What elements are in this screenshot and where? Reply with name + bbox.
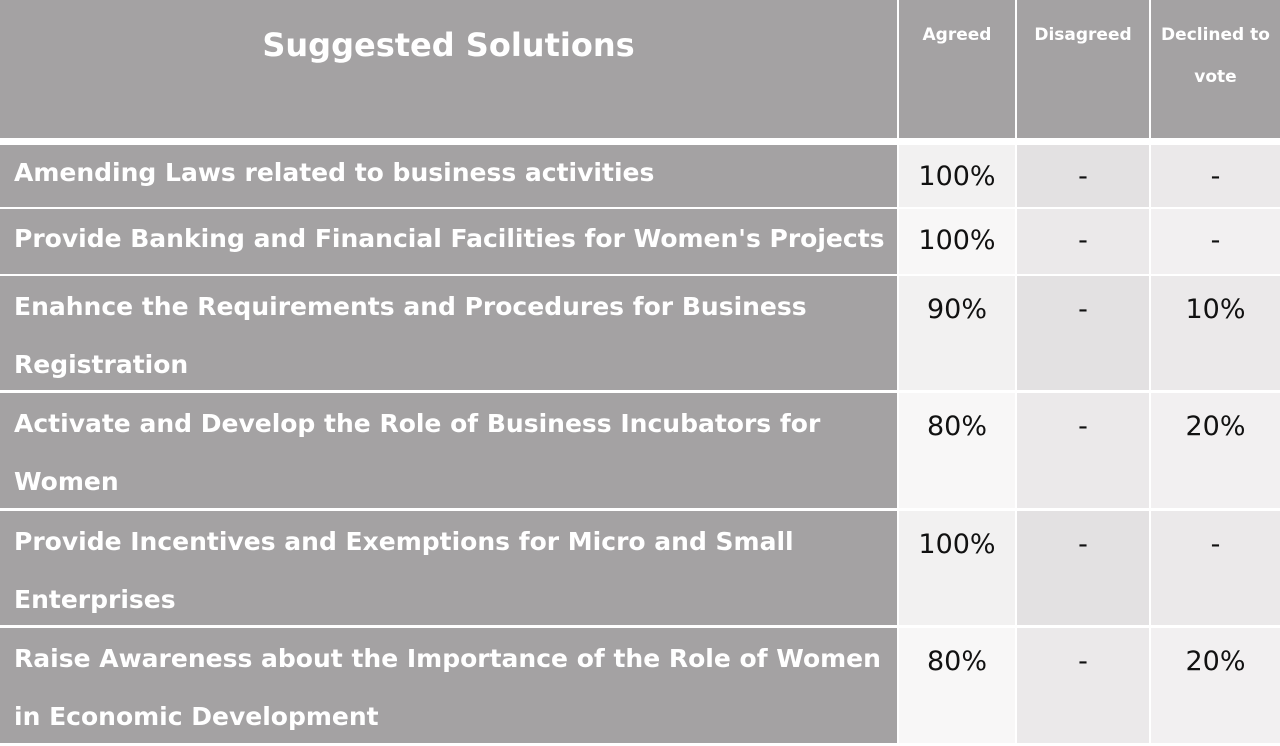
row-label: Provide Incentives and Exemptions for Mi…	[0, 511, 897, 625]
column-header: Disagreed	[1017, 0, 1149, 138]
row-label: Activate and Develop the Role of Busines…	[0, 393, 897, 508]
row-label: Provide Banking and Financial Facilities…	[0, 209, 897, 274]
cell-value: 100%	[899, 145, 1015, 207]
row-label: Raise Awareness about the Importance of …	[0, 628, 897, 743]
cell-value: 90%	[899, 276, 1015, 390]
cell-value: -	[1151, 145, 1280, 207]
cell-value: -	[1017, 276, 1149, 390]
cell-value: -	[1151, 209, 1280, 274]
table-title: Suggested Solutions	[0, 0, 897, 138]
cell-value: 100%	[899, 511, 1015, 625]
column-header: Declined to vote	[1151, 0, 1280, 138]
cell-value: -	[1017, 145, 1149, 207]
row-label: Enahnce the Requirements and Procedures …	[0, 276, 897, 390]
cell-value: 80%	[899, 628, 1015, 743]
cell-value: 20%	[1151, 628, 1280, 743]
cell-value: -	[1017, 628, 1149, 743]
cell-value: -	[1017, 393, 1149, 508]
cell-value: 100%	[899, 209, 1015, 274]
row-label: Amending Laws related to business activi…	[0, 145, 897, 207]
cell-value: 20%	[1151, 393, 1280, 508]
cell-value: 10%	[1151, 276, 1280, 390]
cell-value: -	[1151, 511, 1280, 625]
column-header: Agreed	[899, 0, 1015, 138]
cell-value: 80%	[899, 393, 1015, 508]
cell-value: -	[1017, 209, 1149, 274]
cell-value: -	[1017, 511, 1149, 625]
